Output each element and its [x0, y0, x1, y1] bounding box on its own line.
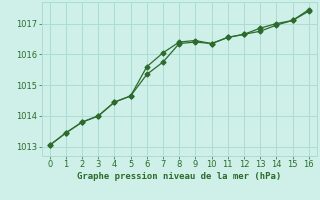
X-axis label: Graphe pression niveau de la mer (hPa): Graphe pression niveau de la mer (hPa)	[77, 172, 281, 181]
